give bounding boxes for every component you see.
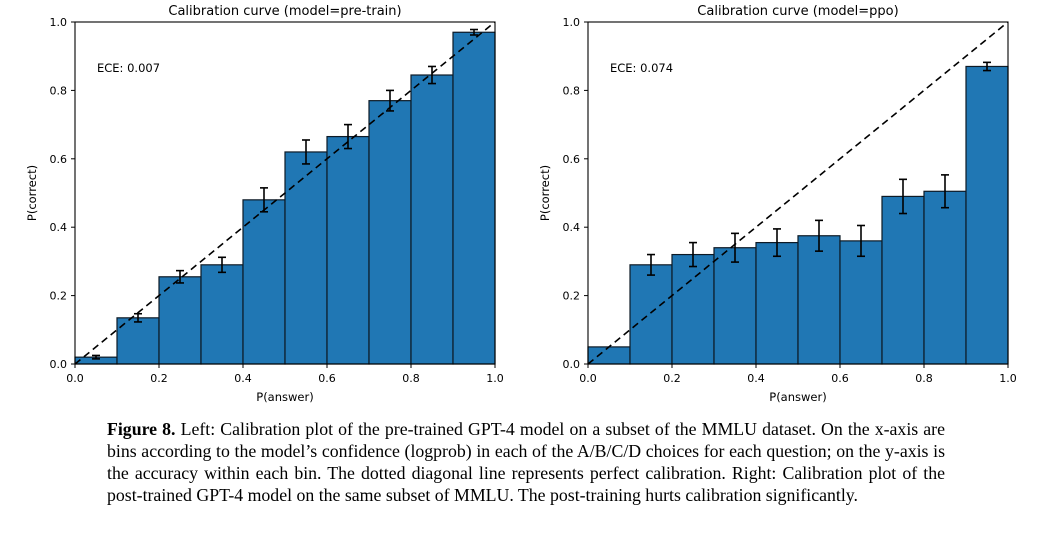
calibration-chart-pretrain: 0.0 0.2 0.4 0.6 0.8 1.0 0.0 0.2 0.4 0.6 0.8 1.0 Cali… [25,4,504,404]
x-tick-label: 0.4 [747,372,765,385]
bar [410,74,454,365]
x-tick-label: 0.6 [831,372,849,385]
y-tick-label: 0.2 [50,290,68,303]
plot-frame [74,21,496,365]
bar [881,195,925,365]
diagonal-reference-line [74,21,496,365]
bar [629,264,673,365]
ece-annotation: ECE: 0.007 [97,61,160,75]
caption-label: Figure 8. [107,419,176,439]
x-axis-label: P(answer) [769,390,826,404]
y-tick-label: 0.0 [563,358,581,371]
bar [839,240,883,365]
y-axis-label: P(correct) [538,165,552,221]
bar [242,199,286,365]
chart-title: Calibration curve (model=pre-train) [168,4,401,19]
y-tick-label: 1.0 [563,16,581,29]
bar [965,65,1009,365]
y-tick-label: 0.6 [563,153,581,166]
bar [284,151,328,365]
x-tick-label: 1.0 [999,372,1017,385]
chart-title: Calibration curve (model=ppo) [697,4,898,19]
plot-frame [587,21,1009,365]
y-tick-label: 0.4 [50,221,68,234]
x-tick-label: 0.0 [66,372,84,385]
bar [326,135,370,365]
ece-annotation: ECE: 0.074 [610,61,673,75]
y-tick-label: 0.8 [50,84,68,97]
y-tick-label: 0.8 [563,84,581,97]
y-tick-label: 0.6 [50,153,68,166]
figure-caption: Figure 8. Left: Calibration plot of the … [107,418,945,506]
diagonal-reference-line [587,21,1009,365]
bar [671,253,715,365]
x-tick-label: 0.8 [915,372,933,385]
x-tick-label: 1.0 [486,372,504,385]
y-axis-label: P(correct) [25,165,39,221]
y-tick-label: 0.4 [563,221,581,234]
x-tick-label: 0.2 [150,372,168,385]
caption-body: Left: Calibration plot of the pre-traine… [107,419,945,505]
bar [368,100,412,365]
x-tick-label: 0.8 [402,372,420,385]
x-axis-label: P(answer) [256,390,313,404]
bar [797,235,841,365]
x-tick-label: 0.0 [579,372,597,385]
x-tick-label: 0.2 [663,372,681,385]
bar [923,190,967,365]
y-tick-label: 0.0 [50,358,68,371]
calibration-chart-ppo: 0.0 0.2 0.4 0.6 0.8 1.0 0.0 0.2 0.4 0.6 0.8 1.0 Cali… [538,4,1017,404]
bar [452,31,496,365]
bar [713,247,757,365]
y-tick-label: 0.2 [563,290,581,303]
y-tick-label: 1.0 [50,16,68,29]
bar [755,241,799,365]
bar [587,346,631,365]
bar [200,264,244,365]
x-tick-label: 0.4 [234,372,252,385]
x-tick-label: 0.6 [318,372,336,385]
